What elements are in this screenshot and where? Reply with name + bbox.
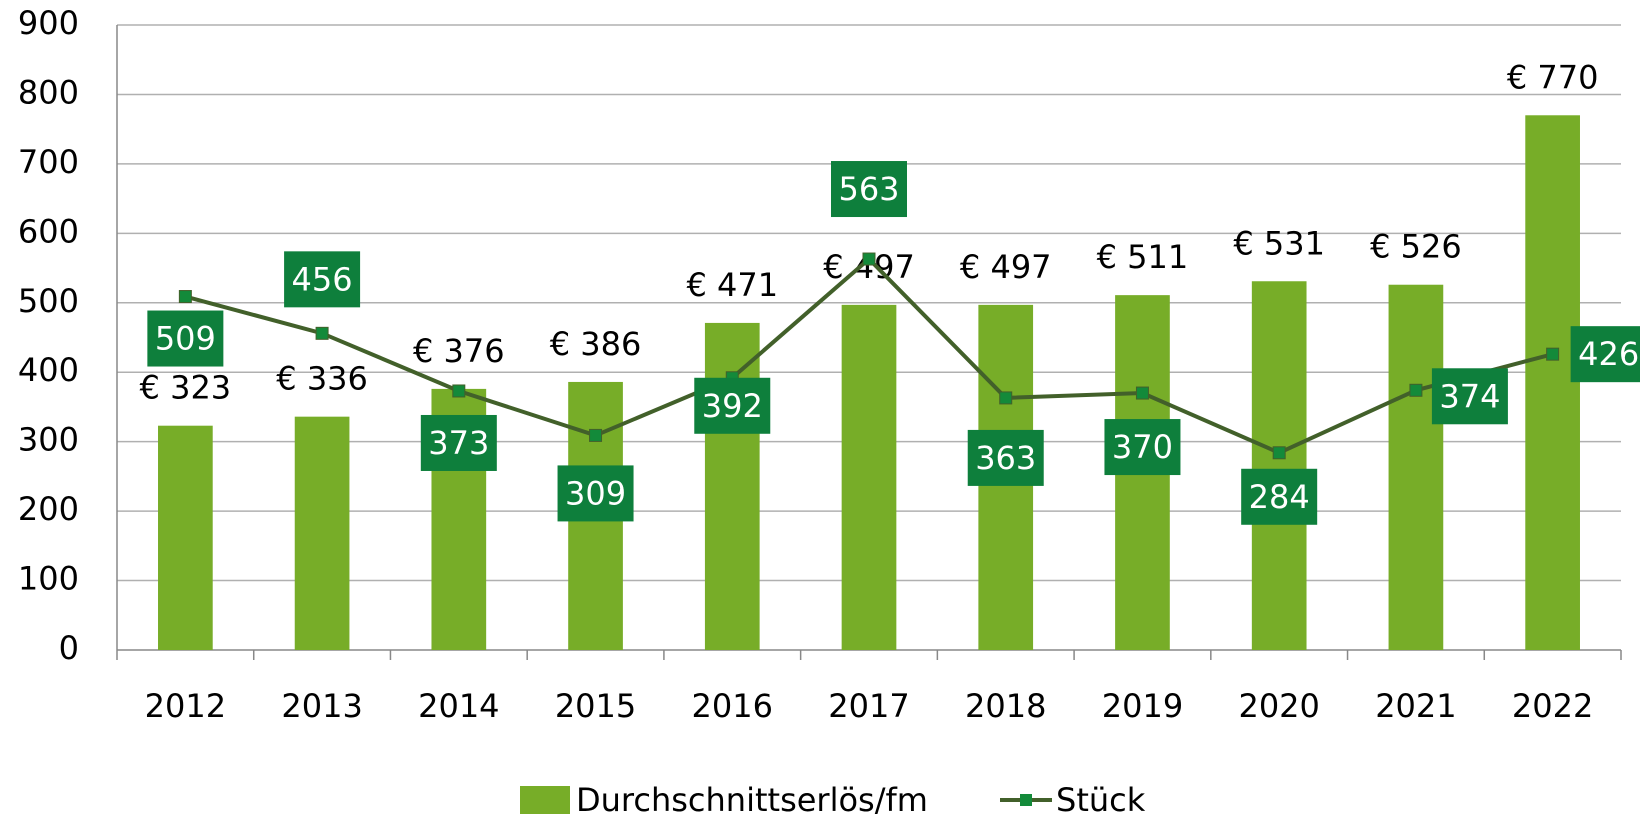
marker <box>862 252 876 266</box>
marker <box>1409 383 1423 397</box>
y-tick-label: 700 <box>18 143 79 181</box>
bar-value-label: € 770 <box>1507 58 1599 96</box>
x-tick-label: 2014 <box>418 687 499 725</box>
bar <box>158 425 213 650</box>
line-value-label: 309 <box>565 474 626 512</box>
x-tick-label: 2017 <box>828 687 909 725</box>
y-tick-label: 200 <box>18 490 79 528</box>
value-label-box <box>1241 468 1318 525</box>
legend-marker <box>1020 794 1032 806</box>
value-label-box <box>1570 326 1640 383</box>
value-label-box <box>557 465 634 522</box>
bar-value-label: € 511 <box>1097 238 1189 276</box>
bar-value-label: € 336 <box>276 360 368 398</box>
value-label-box <box>1104 419 1181 476</box>
line-value-label: 370 <box>1112 428 1173 466</box>
legend-label: Stück <box>1056 781 1146 819</box>
legend-label: Durchschnittserlös/fm <box>576 781 928 819</box>
marker <box>1546 347 1560 361</box>
legend-swatch <box>520 786 570 814</box>
value-label-box <box>694 377 771 434</box>
x-tick-label: 2013 <box>281 687 362 725</box>
y-tick-label: 0 <box>59 629 79 667</box>
line-value-label: 373 <box>428 424 489 462</box>
value-label-box <box>831 161 907 218</box>
bar-value-label: € 323 <box>140 369 232 407</box>
y-tick-label: 800 <box>18 73 79 111</box>
bar-value-label: € 531 <box>1233 224 1325 262</box>
value-label-box <box>420 414 497 471</box>
line-value-label: 456 <box>292 260 353 298</box>
y-tick-label: 100 <box>18 560 79 598</box>
value-label-box <box>1431 368 1508 425</box>
bar <box>841 304 897 650</box>
y-tick-label: 500 <box>18 282 79 320</box>
bar-value-label: € 497 <box>960 248 1052 286</box>
marker <box>178 290 192 304</box>
line-value-label: 563 <box>838 170 899 208</box>
x-tick-label: 2016 <box>692 687 773 725</box>
x-tick-label: 2015 <box>555 687 636 725</box>
x-tick-label: 2019 <box>1102 687 1183 725</box>
marker <box>1272 446 1286 460</box>
bar-value-label: € 376 <box>413 332 505 370</box>
bar <box>294 416 350 650</box>
value-label-box <box>284 251 361 308</box>
x-tick-label: 2021 <box>1375 687 1456 725</box>
marker <box>1135 386 1149 400</box>
value-label-box <box>147 310 224 367</box>
bar <box>1525 115 1580 651</box>
x-tick-label: 2018 <box>965 687 1046 725</box>
line-value-label: 284 <box>1249 478 1310 516</box>
y-tick-label: 300 <box>18 421 79 459</box>
line-value-label: 392 <box>702 387 763 425</box>
marker <box>589 428 603 442</box>
x-tick-label: 2012 <box>145 687 226 725</box>
line-value-label: 363 <box>975 439 1036 477</box>
y-tick-label: 400 <box>18 351 79 389</box>
line-value-label: 509 <box>155 320 216 358</box>
value-label-box <box>967 429 1044 486</box>
line-value-label: 374 <box>1439 377 1500 415</box>
marker <box>452 384 466 398</box>
bar-value-label: € 526 <box>1370 228 1462 266</box>
bar-value-label: € 386 <box>550 325 642 363</box>
bar <box>1251 281 1307 650</box>
bar-value-label: € 471 <box>686 266 778 304</box>
marker <box>999 391 1013 405</box>
marker <box>315 326 329 340</box>
line-value-label: 426 <box>1578 335 1639 373</box>
bar <box>1388 284 1444 650</box>
y-tick-label: 900 <box>18 4 79 42</box>
y-tick-label: 600 <box>18 212 79 250</box>
x-tick-label: 2020 <box>1238 687 1319 725</box>
x-tick-label: 2022 <box>1512 687 1593 725</box>
